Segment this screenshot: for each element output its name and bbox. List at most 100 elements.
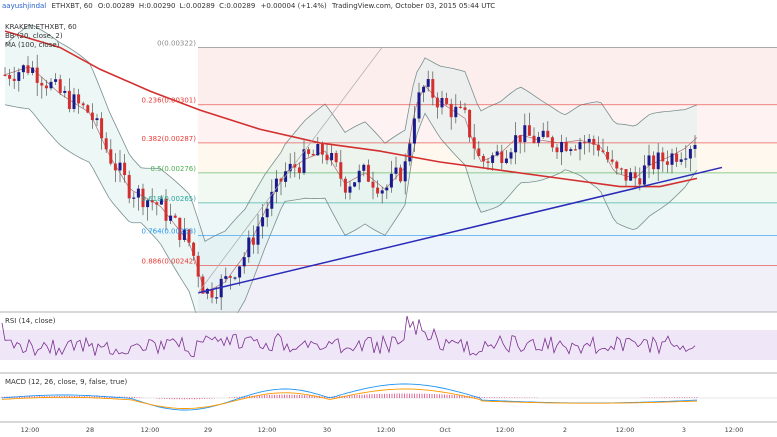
candle-body <box>210 288 214 298</box>
candle-body <box>486 161 490 163</box>
candle-body <box>150 200 154 203</box>
candle-body <box>573 149 577 151</box>
candle-body <box>72 94 76 109</box>
candle-body <box>307 149 311 154</box>
ohlc-open-label: O: <box>98 2 106 10</box>
candle-body <box>688 148 692 159</box>
moving-average <box>4 30 698 188</box>
candle-body <box>302 149 306 173</box>
candle-body <box>81 103 85 106</box>
fib-label: 0.236(0.00301) <box>142 97 197 105</box>
fib-zone <box>198 235 777 266</box>
candle-body <box>403 161 407 182</box>
candle-body <box>426 79 430 87</box>
candle-body <box>449 103 453 118</box>
candle-body <box>500 151 504 164</box>
price-pane[interactable]: 0(0.00322) 0.236(0.00301) 0.382(0.00287) 0.… <box>0 0 777 345</box>
chart-header-text: aayushjindal ETHXBT, 60 O:0.00289 H:0.00… <box>2 2 495 10</box>
candle-body <box>587 138 591 143</box>
candle-body <box>12 78 16 81</box>
fib-label: 0(0.00322) <box>157 39 196 47</box>
candle-body <box>399 167 403 182</box>
candle-body <box>293 163 297 168</box>
candle-body <box>518 135 522 143</box>
candle-body <box>647 155 651 166</box>
candle-body <box>481 156 485 162</box>
change-text: +0.00004 (+1.4%) <box>261 2 327 10</box>
time-tick-label: 12:00 <box>616 426 635 434</box>
candle-body <box>422 86 426 93</box>
candle-body <box>348 186 352 193</box>
time-tick-label: 12:00 <box>377 426 396 434</box>
candle-body <box>201 276 205 294</box>
candle-body <box>555 147 559 153</box>
macd-pane[interactable]: MACD (12, 26, close, 9, false, true) <box>0 374 777 422</box>
candle-body <box>169 215 173 221</box>
time-axis: 12:00 28 12:00 29 12:00 30 12:00 Oct 12:00 2 12:00… <box>21 426 744 434</box>
fib-label: 0.382(0.00287) <box>142 135 197 143</box>
fib-trendline[interactable] <box>197 47 383 294</box>
candle-body <box>541 130 545 137</box>
candle-body <box>17 72 21 81</box>
candle-body <box>21 65 25 73</box>
support-trendline[interactable] <box>197 166 723 294</box>
fib-zone <box>198 265 777 312</box>
candle-body <box>109 149 113 164</box>
candle-body <box>95 118 99 121</box>
time-tick-label: 2 <box>563 426 567 434</box>
candle-body <box>693 144 697 149</box>
fib-zone <box>198 47 777 105</box>
candle-body <box>26 65 30 73</box>
candle-body <box>178 217 182 240</box>
time-tick-label: 12:00 <box>725 426 744 434</box>
author-link[interactable]: aayushjindal <box>2 2 46 10</box>
fib-label: 0.764(0.00253) <box>142 228 197 236</box>
candle-body <box>472 137 476 149</box>
time-tick-label: 12:00 <box>258 426 277 434</box>
published-text: TradingView.com, October 03, 2015 05:44 … <box>331 2 495 10</box>
candle-body <box>164 198 168 221</box>
candle-body <box>642 165 646 185</box>
candle-body <box>440 98 444 108</box>
fib-labels: 0(0.00322) 0.236(0.00301) 0.382(0.00287) 0.… <box>142 39 197 265</box>
rsi-pane[interactable]: RSI (14, close) <box>0 313 777 373</box>
rsi-label: RSI (14, close) <box>5 317 56 325</box>
candle-body <box>638 178 642 185</box>
candle-body <box>371 181 375 188</box>
candle-body <box>546 130 550 138</box>
candle-body <box>362 164 366 171</box>
candle-body <box>311 153 315 156</box>
candle-body <box>463 107 467 110</box>
trendlines[interactable] <box>197 47 723 294</box>
candle-body <box>330 152 334 161</box>
time-tick-label: 12:00 <box>496 426 515 434</box>
candle-body <box>675 153 679 162</box>
ohlc-high: 0.00290 <box>146 2 175 10</box>
candle-body <box>527 125 531 136</box>
candle-body <box>238 266 242 278</box>
macd-label: MACD (12, 26, close, 9, false, true) <box>5 378 128 386</box>
candle-body <box>35 67 39 83</box>
candle-body <box>100 118 104 139</box>
candle-body <box>412 118 416 144</box>
candle-body <box>394 167 398 174</box>
bb-lower <box>4 104 698 345</box>
candle-body <box>316 144 320 156</box>
candle-body <box>261 217 265 227</box>
time-tick-label: 28 <box>86 426 94 434</box>
candle-body <box>468 109 472 138</box>
candle-body <box>182 229 186 240</box>
candle-body <box>127 175 131 199</box>
candle-body <box>610 159 614 162</box>
fib-lines <box>198 47 777 267</box>
candle-body <box>224 276 228 279</box>
ohlc-low-label: L: <box>180 2 186 10</box>
candle-body <box>288 163 292 172</box>
candle-body <box>523 125 527 143</box>
fib-label: 0.886(0.00242) <box>142 258 197 266</box>
candle-body <box>123 162 127 176</box>
candle-body <box>389 173 393 188</box>
candle-body <box>578 142 582 150</box>
candle-body <box>265 208 269 218</box>
